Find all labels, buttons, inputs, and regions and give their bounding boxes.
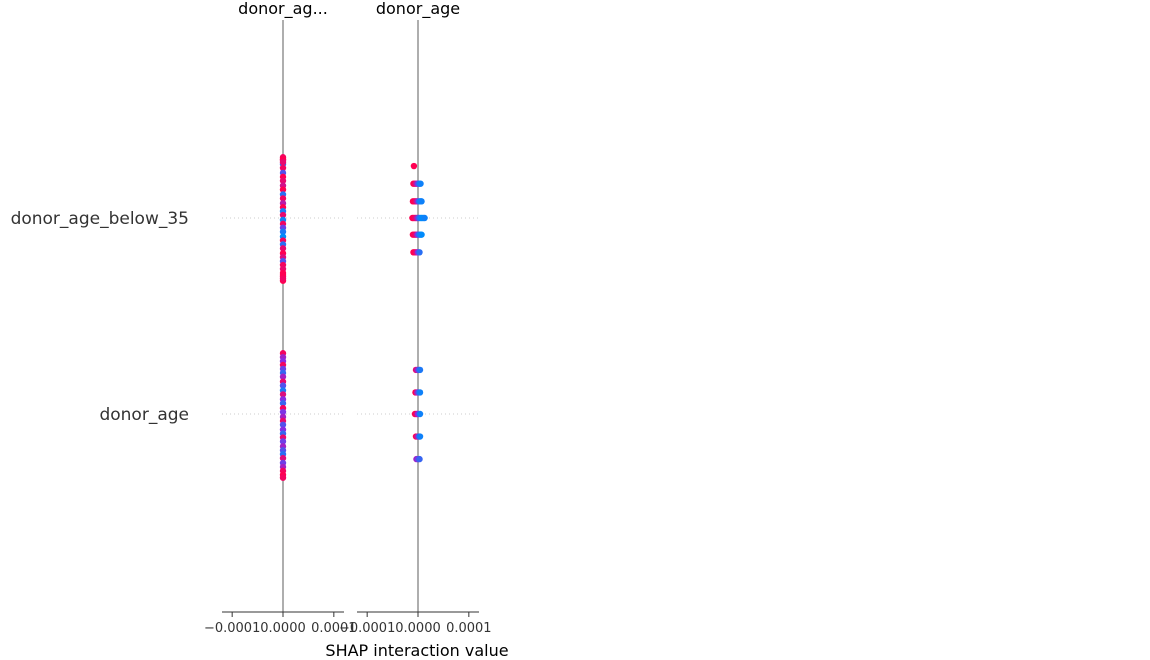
data-point [416, 433, 424, 440]
x-tick-label: −0.0001 [204, 621, 260, 636]
panel-title: donor_ag... [238, 0, 328, 19]
data-point [279, 421, 287, 428]
data-point [410, 162, 418, 170]
data-point [279, 211, 287, 219]
data-point [279, 158, 287, 166]
data-point [279, 245, 287, 252]
data-point [279, 228, 287, 235]
data-point [279, 438, 287, 445]
panel-0: donor_ag... −0.0001 0.0000 0.0001 [204, 0, 357, 636]
data-point [421, 214, 428, 222]
data-point [416, 366, 424, 374]
data-point [279, 177, 287, 184]
panels: donor_ag...−0.0001 0.0000 0.0001donor_age−… [204, 0, 492, 636]
x-tick-label: 0.0001 [311, 621, 357, 636]
data-point [417, 180, 424, 187]
data-point [279, 275, 287, 282]
x-tick-label: 0.0001 [446, 621, 492, 636]
data-point [279, 164, 287, 172]
panel-title: donor_age [376, 0, 460, 19]
x-tick-label: −0.0001 [339, 621, 395, 636]
panel-1: donor_age −0.0001 0.0000 0.0001 [339, 0, 492, 636]
data-point [279, 195, 287, 202]
row-label-0: donor_age_below_35 [11, 209, 189, 229]
row-labels: donor_age_below_35 donor_age [11, 209, 189, 425]
data-point [279, 391, 287, 398]
data-point [279, 454, 287, 462]
data-point [416, 455, 423, 463]
x-tick-label: 0.0000 [260, 621, 306, 636]
data-point [416, 249, 423, 256]
x-axis-label: SHAP interaction value [325, 641, 508, 660]
x-tick-label: 0.0000 [395, 621, 441, 636]
data-point [279, 186, 287, 193]
data-point [416, 410, 424, 418]
data-point [418, 231, 425, 238]
data-point [279, 382, 287, 389]
data-point [279, 400, 287, 407]
data-point [279, 408, 287, 416]
data-point [418, 198, 425, 205]
row-label-1: donor_age [99, 405, 189, 425]
data-point [279, 474, 287, 481]
data-point [416, 389, 424, 396]
data-point [279, 373, 287, 380]
